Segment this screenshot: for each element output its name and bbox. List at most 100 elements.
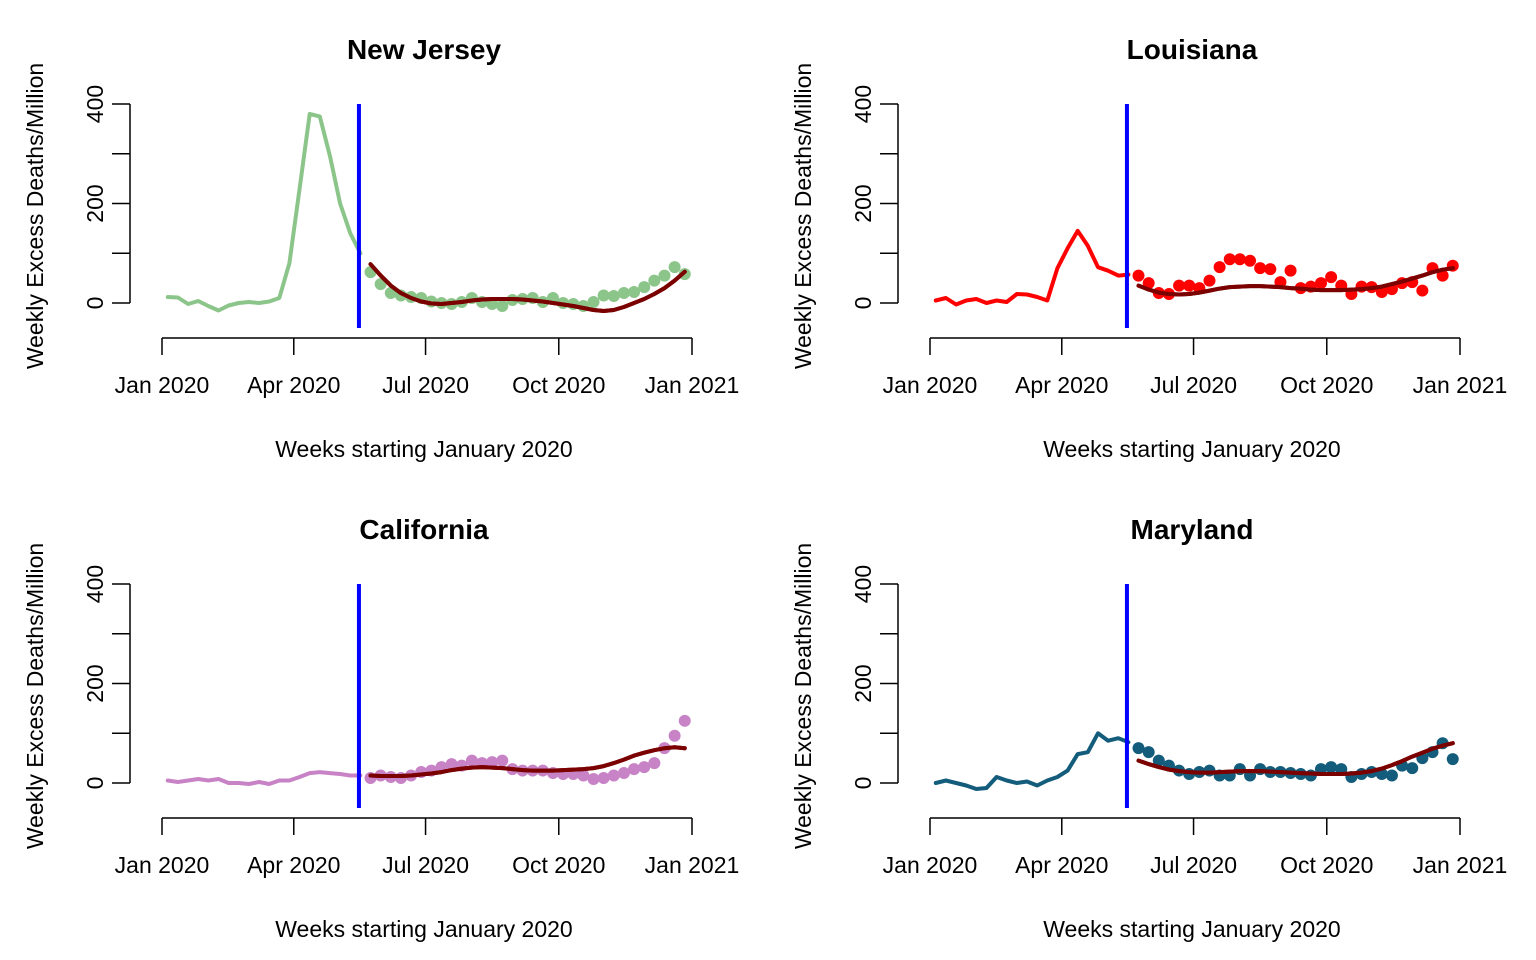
data-point (638, 761, 651, 774)
data-point (1446, 753, 1459, 766)
data-point (1132, 269, 1145, 282)
y-tick-label: 400 (82, 85, 108, 123)
data-point (587, 296, 600, 309)
data-point (1325, 271, 1338, 284)
observed-series-line (933, 731, 1131, 791)
y-axis-label: Weekly Excess Deaths/Million (790, 63, 816, 369)
data-point (1385, 769, 1398, 782)
fit-series-line-overlay (1136, 266, 1455, 297)
data-point (628, 286, 641, 299)
data-point (648, 757, 661, 770)
observed-series-line (165, 112, 363, 313)
y-tick-label: 0 (850, 777, 876, 790)
x-tick-label: Jan 2021 (1413, 852, 1508, 878)
y-tick-label: 200 (82, 184, 108, 222)
observed-series-line (933, 228, 1131, 307)
y-axis-label: Weekly Excess Deaths/Million (790, 543, 816, 849)
y-axis-label: Weekly Excess Deaths/Million (22, 63, 48, 369)
x-axis-label: Weeks starting January 2020 (275, 916, 572, 942)
x-tick-label: Jan 2020 (115, 372, 210, 398)
data-point (1203, 274, 1216, 287)
panel-louisiana: Louisiana 0 200 400 Jan 2020 Apr 2020 Jul 2020… (790, 34, 1507, 462)
panel-title: Maryland (1131, 514, 1254, 545)
x-tick-label: Jan 2021 (645, 852, 740, 878)
data-point (1223, 253, 1236, 266)
y-tick-label: 400 (850, 565, 876, 603)
data-point (1183, 279, 1196, 292)
x-tick-label: Jul 2020 (1150, 852, 1237, 878)
data-point (1173, 279, 1186, 292)
panel-new-jersey: New Jersey 0 200 400 Jan 2020 Apr 2020 Jul 202… (22, 34, 739, 462)
data-point (1416, 284, 1429, 297)
data-point (1254, 262, 1267, 275)
x-tick-label: Jan 2020 (883, 372, 978, 398)
y-axis-label: Weekly Excess Deaths/Million (22, 543, 48, 849)
data-point (496, 754, 509, 767)
fit-series-line-overlay (1136, 741, 1455, 776)
data-point (668, 729, 681, 742)
panel-california: California 0 200 400 Jan 2020 Apr 2020 Jul 202… (22, 514, 739, 942)
panel-title: Louisiana (1127, 34, 1258, 65)
data-point (1325, 761, 1338, 774)
data-point (658, 269, 671, 282)
data-point (465, 754, 478, 767)
data-point (587, 773, 600, 786)
x-tick-label: Jul 2020 (382, 852, 469, 878)
x-tick-label: Jan 2020 (883, 852, 978, 878)
data-point (628, 763, 641, 776)
y-tick-label: 200 (82, 664, 108, 702)
data-point (1233, 253, 1246, 266)
data-point (597, 289, 610, 302)
data-point (445, 758, 458, 771)
x-axis-label: Weeks starting January 2020 (1043, 916, 1340, 942)
y-tick-label: 400 (850, 85, 876, 123)
x-tick-label: Apr 2020 (247, 852, 340, 878)
y-tick-label: 200 (850, 664, 876, 702)
data-point (1152, 754, 1165, 767)
data-point (1142, 277, 1155, 290)
data-point (1314, 277, 1327, 290)
y-tick-label: 0 (82, 777, 108, 790)
data-point (597, 772, 610, 785)
fit-series-line-overlay (368, 745, 687, 778)
y-tick-label: 400 (82, 565, 108, 603)
x-axis-label: Weeks starting January 2020 (275, 436, 572, 462)
x-tick-label: Jan 2021 (645, 372, 740, 398)
panel-title: New Jersey (347, 34, 502, 65)
data-point (607, 290, 620, 303)
panel-maryland: Maryland 0 200 400 Jan 2020 Apr 2020 Jul 2020 O… (790, 514, 1507, 942)
data-point (617, 767, 630, 780)
x-axis-label: Weeks starting January 2020 (1043, 436, 1340, 462)
x-tick-label: Apr 2020 (247, 372, 340, 398)
panel-title: California (359, 514, 489, 545)
data-point (1132, 742, 1145, 755)
data-point (1142, 746, 1155, 759)
data-point (1213, 261, 1226, 274)
x-tick-label: Oct 2020 (512, 852, 605, 878)
x-tick-label: Oct 2020 (1280, 852, 1373, 878)
data-point (617, 287, 630, 300)
x-tick-label: Apr 2020 (1015, 852, 1108, 878)
data-point (648, 274, 661, 287)
data-point (1244, 254, 1257, 267)
data-point (486, 756, 499, 769)
y-tick-label: 0 (82, 297, 108, 310)
x-tick-label: Oct 2020 (512, 372, 605, 398)
data-point (1436, 269, 1449, 282)
data-point (638, 281, 651, 294)
data-point (577, 769, 590, 782)
y-tick-label: 0 (850, 297, 876, 310)
y-tick-label: 200 (850, 184, 876, 222)
x-tick-label: Oct 2020 (1280, 372, 1373, 398)
observed-series-line (165, 770, 363, 786)
data-point (668, 261, 681, 274)
data-point (607, 769, 620, 782)
fit-series-line-overlay (368, 262, 687, 313)
data-point (678, 714, 691, 727)
data-point (1264, 263, 1277, 276)
data-point (496, 299, 509, 312)
x-tick-label: Jan 2020 (115, 852, 210, 878)
data-point (1284, 264, 1297, 277)
x-tick-label: Apr 2020 (1015, 372, 1108, 398)
